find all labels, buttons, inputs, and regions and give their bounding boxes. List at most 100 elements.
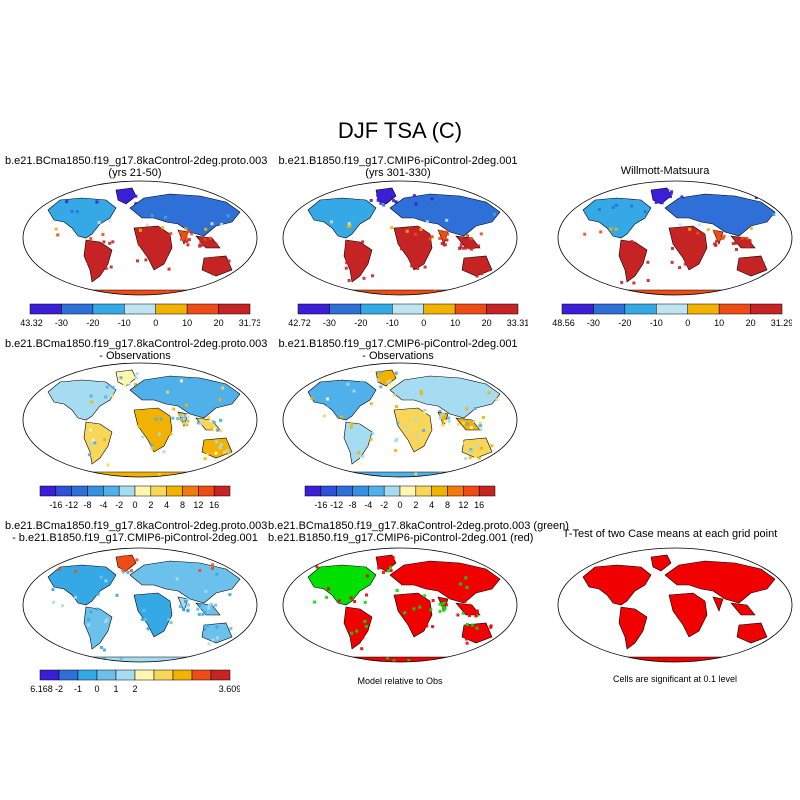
colorbar-swatch bbox=[478, 485, 496, 497]
grid-cell bbox=[187, 238, 191, 242]
grid-cell bbox=[456, 613, 460, 617]
grid-cell bbox=[220, 222, 224, 226]
grid-cell bbox=[179, 237, 183, 241]
colorbar-swatch bbox=[750, 303, 783, 315]
grid-cell bbox=[400, 247, 403, 251]
panel-2-colorbar: -42.72 -30 -20 -10 0 10 20 33.31 bbox=[288, 303, 528, 328]
panel-1-title-line-1: b.e21.BCma1850.f19_g17.8kaControl-2deg.p… bbox=[5, 155, 268, 167]
grid-cell bbox=[227, 452, 231, 456]
grid-cell bbox=[728, 292, 732, 295]
map-content bbox=[47, 554, 241, 662]
grid-cell bbox=[186, 419, 190, 423]
grid-cell bbox=[414, 472, 418, 476]
grid-cell bbox=[443, 601, 447, 605]
colorbar-swatch bbox=[58, 669, 79, 681]
grid-cell bbox=[121, 568, 125, 572]
grid-cell bbox=[184, 227, 188, 231]
grid-cell bbox=[342, 396, 346, 400]
grid-cell bbox=[186, 291, 190, 295]
grid-cell bbox=[223, 450, 226, 454]
grid-cell bbox=[122, 570, 125, 574]
grid-cell bbox=[475, 609, 479, 613]
grid-cell bbox=[419, 390, 423, 394]
colorbar-tick-label: 10 bbox=[714, 318, 724, 328]
colorbar-tick-label: -2 bbox=[115, 500, 123, 510]
grid-cell bbox=[713, 242, 717, 246]
grid-cell bbox=[740, 236, 744, 240]
grid-cell bbox=[106, 463, 110, 467]
grid-cell bbox=[379, 385, 383, 389]
colorbar-tick-label: 20 bbox=[482, 318, 492, 328]
grid-cell bbox=[478, 263, 482, 267]
land-northAmerica bbox=[47, 379, 117, 421]
colorbar-tick-label: 20 bbox=[746, 318, 756, 328]
map-content bbox=[47, 369, 242, 477]
colorbar-tick-label: 10 bbox=[182, 318, 192, 328]
grid-cell bbox=[337, 599, 341, 603]
colorbar-tick-label: 1 bbox=[113, 684, 118, 694]
grid-cell bbox=[73, 595, 77, 599]
land-greenland bbox=[650, 554, 672, 572]
grid-cell bbox=[425, 624, 429, 628]
grid-cell bbox=[134, 382, 137, 386]
grid-cell bbox=[186, 598, 190, 602]
grid-cell bbox=[179, 418, 183, 422]
grid-cell bbox=[646, 279, 650, 282]
grid-cell bbox=[456, 422, 460, 426]
grid-cell bbox=[689, 245, 693, 249]
grid-cell bbox=[199, 605, 203, 609]
colorbar-swatch bbox=[352, 485, 369, 497]
grid-cell bbox=[150, 214, 154, 218]
panel-3-colorbar: -48.56 -30 -20 -10 0 10 20 31.29 bbox=[552, 303, 792, 328]
grid-cell bbox=[135, 558, 139, 562]
grid-cell bbox=[146, 627, 150, 631]
grid-cell bbox=[463, 599, 467, 603]
grid-cell bbox=[166, 390, 170, 394]
grid-cell bbox=[395, 437, 399, 441]
grid-cell bbox=[621, 251, 625, 255]
land-africa bbox=[668, 225, 708, 271]
grid-cell bbox=[127, 374, 130, 378]
colorbar-tick-label: -30 bbox=[323, 318, 336, 328]
grid-cell bbox=[446, 659, 450, 662]
grid-cell bbox=[363, 619, 367, 623]
grid-cell bbox=[206, 624, 209, 628]
grid-cell bbox=[443, 243, 447, 247]
map-border bbox=[22, 180, 258, 296]
grid-cell bbox=[187, 230, 191, 234]
grid-cell bbox=[362, 276, 366, 280]
grid-cell bbox=[97, 221, 101, 224]
land-southAmerica bbox=[618, 239, 648, 283]
grid-cell bbox=[134, 376, 138, 380]
colorbar-swatch bbox=[336, 485, 353, 497]
grid-cell bbox=[609, 227, 613, 231]
colorbar-tick-label: -16 bbox=[314, 500, 327, 510]
colorbar-tick-label: -8 bbox=[83, 500, 91, 510]
grid-cell bbox=[196, 657, 200, 661]
colorbar-tick-label: 0 bbox=[132, 500, 137, 510]
panel-5-colorbar: -16 -12 -8 -4 -2 0 2 4 8 12 16 bbox=[304, 485, 496, 510]
land-eurasia bbox=[129, 193, 241, 237]
colorbar-swatch bbox=[150, 485, 167, 497]
grid-cell bbox=[635, 294, 639, 295]
grid-cell bbox=[465, 633, 469, 637]
grid-cell bbox=[189, 476, 193, 477]
panel-8-title-line-1: T-Test of two Case means at each grid po… bbox=[562, 528, 778, 540]
grid-cell bbox=[219, 443, 223, 447]
grid-cell bbox=[146, 291, 150, 295]
colorbar-swatch bbox=[124, 303, 156, 315]
grid-cell bbox=[379, 191, 383, 195]
grid-cell bbox=[721, 236, 725, 240]
land-india bbox=[712, 596, 724, 612]
panel-5-map bbox=[282, 362, 518, 478]
grid-cell bbox=[193, 292, 197, 295]
land-southAmerica bbox=[83, 606, 113, 650]
colorbar-tick-label: 0 bbox=[153, 318, 158, 328]
colorbar-swatch bbox=[186, 303, 219, 315]
grid-cell bbox=[425, 601, 429, 604]
grid-cell bbox=[145, 223, 149, 227]
grid-cell bbox=[182, 580, 186, 583]
grid-cell bbox=[386, 657, 390, 661]
grid-cell bbox=[89, 610, 93, 614]
grid-cell bbox=[67, 401, 71, 405]
